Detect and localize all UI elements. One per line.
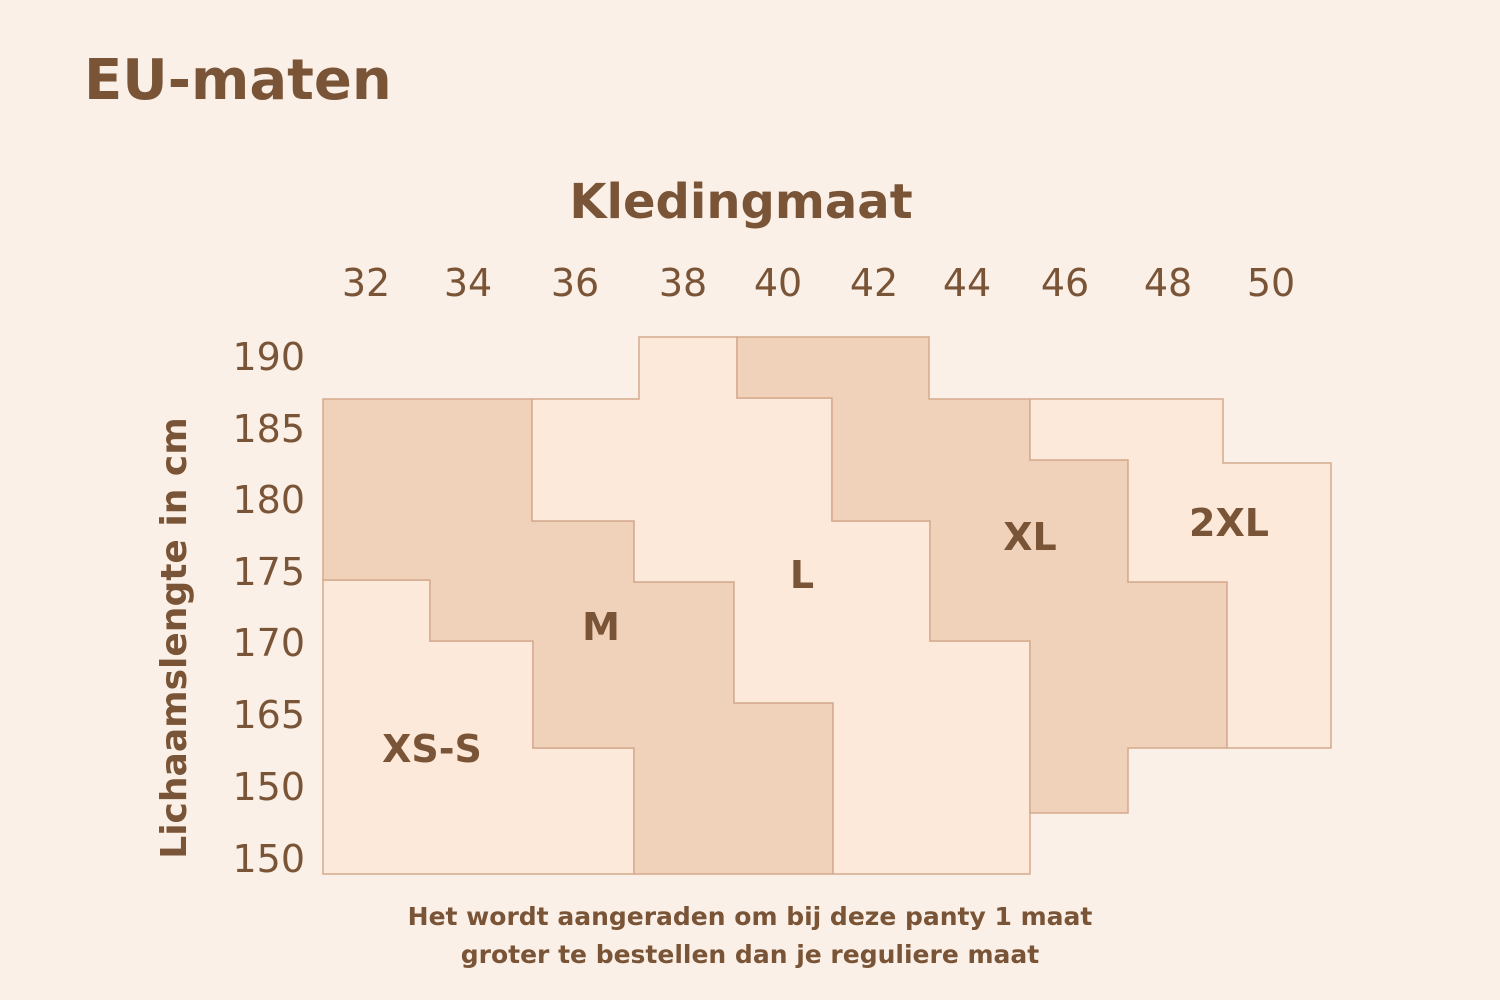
region-label-xl: XL xyxy=(1003,515,1057,559)
x-tick-label: 46 xyxy=(1041,261,1089,305)
footnote-line-1: Het wordt aangeraden om bij deze panty 1… xyxy=(407,902,1093,931)
y-tick-label: 180 xyxy=(232,478,305,522)
x-tick-label: 38 xyxy=(659,261,707,305)
region-label-xs-s: XS-S xyxy=(382,727,482,771)
x-axis-title: Kledingmaat xyxy=(569,174,912,230)
x-tick-label: 34 xyxy=(444,261,492,305)
x-tick-label: 42 xyxy=(850,261,898,305)
region-2xl xyxy=(1029,398,1332,749)
x-tick-label: 40 xyxy=(754,261,802,305)
x-tick-label: 36 xyxy=(551,261,599,305)
y-tick-label: 185 xyxy=(232,407,305,451)
region-label-l: L xyxy=(790,553,814,597)
page-title: EU-maten xyxy=(84,48,392,113)
y-tick-label: 175 xyxy=(232,550,305,594)
y-tick-label: 170 xyxy=(232,621,305,665)
y-tick-label: 165 xyxy=(232,693,305,737)
x-tick-label: 50 xyxy=(1247,261,1295,305)
x-tick-label: 48 xyxy=(1144,261,1192,305)
y-tick-label: 190 xyxy=(232,335,305,379)
y-tick-label: 150 xyxy=(232,837,305,881)
x-tick-label: 32 xyxy=(342,261,390,305)
footnote-line-2: groter te bestellen dan je reguliere maa… xyxy=(460,940,1040,969)
y-tick-label: 150 xyxy=(232,765,305,809)
region-label-2xl: 2XL xyxy=(1189,501,1269,545)
x-tick-label: 44 xyxy=(943,261,991,305)
y-axis-title: Lichaamslengte in cm xyxy=(154,417,195,858)
region-label-m: M xyxy=(582,605,620,649)
